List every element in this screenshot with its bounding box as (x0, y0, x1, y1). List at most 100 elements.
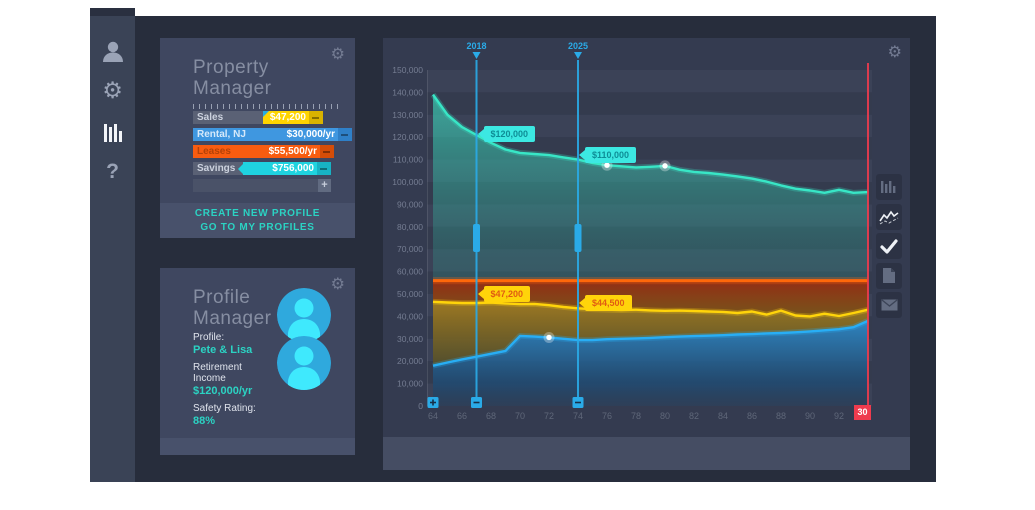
profile-manager-panel: ⚙ Profile Manager (160, 268, 355, 455)
chart-value-tooltip: $110,000 (578, 147, 637, 164)
y-axis-label: 50,000 (397, 289, 423, 299)
ruler-ticks (193, 104, 341, 109)
sidebar: ⚙ ? (90, 16, 135, 482)
x-axis-label: 80 (660, 411, 670, 421)
income-label-line2: Income (193, 373, 226, 384)
x-axis-label: 74 (573, 411, 583, 421)
chart-value-tooltip: $47,200 (477, 286, 531, 302)
property-manager-panel: ⚙ Property Manager Sales $47,200 Rental,… (160, 38, 355, 238)
y-axis-label: 30,000 (397, 334, 423, 344)
x-axis-label: 82 (689, 411, 699, 421)
chart-value-tooltip: $44,500 (579, 294, 632, 311)
property-row-value: $30,000/yr (286, 129, 335, 140)
property-row-savings[interactable]: Savings $756,000 (193, 162, 331, 175)
x-axis-label: 64 (428, 411, 438, 421)
window-tab (90, 8, 135, 17)
remove-row-button[interactable] (320, 145, 334, 158)
series-line (432, 93, 869, 194)
x-axis-label: 70 (515, 411, 525, 421)
grid-band (427, 70, 872, 93)
data-point-dot[interactable] (604, 162, 610, 168)
chart-value-tooltip: $120,000 (477, 125, 536, 142)
property-settings-gear-icon[interactable]: ⚙ (330, 44, 345, 63)
add-property-row[interactable]: + (193, 179, 331, 192)
y-axis-label: 100,000 (392, 177, 423, 187)
y-axis-label: 110,000 (393, 155, 423, 165)
x-axis-label: 86 (747, 411, 757, 421)
property-row-rental[interactable]: Rental, NJ $30,000/yr (193, 128, 352, 141)
property-row-label: Rental, NJ (197, 129, 246, 140)
y-axis-label: 150,000 (392, 65, 423, 75)
chart-settings-gear-icon[interactable]: ⚙ (887, 42, 902, 61)
y-axis-label: 40,000 (397, 311, 423, 321)
property-row-value: $47,200 (263, 111, 309, 124)
series-line (432, 319, 869, 367)
property-row-value: $55,500/yr (268, 146, 317, 157)
y-axis-label: 0 (418, 401, 423, 411)
check-icon[interactable] (876, 233, 902, 259)
property-manager-title: Property Manager (193, 57, 272, 99)
y-axis-label: 140,000 (392, 87, 423, 97)
go-to-my-profiles-button[interactable]: GO TO MY PROFILES (200, 222, 315, 233)
y-axis-label: 120,000 (392, 132, 423, 142)
user-icon-glyph (102, 41, 123, 62)
property-row-leases[interactable]: Leases $55,500/yr (193, 145, 334, 158)
x-axis-label: 92 (834, 411, 844, 421)
chart-tool-strip (876, 174, 902, 322)
x-axis-label: 76 (602, 411, 612, 421)
remove-row-button[interactable] (309, 111, 323, 124)
document-icon[interactable] (876, 262, 902, 289)
marker-drag-handle[interactable] (473, 224, 480, 252)
profile-settings-gear-icon[interactable]: ⚙ (330, 274, 345, 293)
chart-panel: 2018 2025 150,000 140,000 130,000 120,000 110,… (383, 38, 910, 470)
y-axis-label: 130,000 (392, 110, 423, 120)
marker-year-label: 2025 (568, 41, 588, 51)
chart-panel-footer (383, 437, 910, 470)
data-point-dot[interactable] (546, 334, 552, 341)
data-point-dot[interactable] (662, 163, 668, 169)
marker-drag-handle[interactable] (574, 224, 582, 252)
y-axis-label: 80,000 (397, 222, 423, 232)
create-new-profile-button[interactable]: CREATE NEW PROFILE (194, 208, 321, 219)
x-axis-label: 66 (457, 411, 467, 421)
area-leases (433, 280, 868, 317)
bar-chart-view-icon[interactable] (876, 174, 902, 200)
remove-row-button[interactable] (317, 162, 331, 175)
property-row-label: Savings (193, 162, 243, 175)
y-axis-label: 60,000 (397, 267, 423, 277)
add-row-button[interactable]: + (318, 179, 331, 192)
stats-bars-icon[interactable] (90, 122, 135, 144)
avatar (277, 336, 331, 390)
grid-band (427, 114, 872, 138)
profile-panel-footer (160, 438, 355, 455)
property-row-value: $756,000 (238, 162, 317, 175)
envelope-icon[interactable] (876, 292, 902, 318)
avatar (277, 288, 331, 342)
x-axis-label: 90 (805, 411, 815, 421)
x-axis-label: 68 (486, 411, 496, 421)
settings-gear-icon[interactable]: ⚙ (102, 78, 123, 104)
remove-row-button[interactable] (338, 128, 352, 141)
property-row-label: Sales (193, 111, 263, 124)
user-icon[interactable] (90, 38, 135, 64)
profile-label: Profile: (193, 332, 225, 343)
y-axis-label: 20,000 (397, 356, 423, 366)
income-label-line1: Retirement (193, 362, 242, 373)
income-value: $120,000/yr (193, 385, 253, 397)
horizon-years-badge[interactable]: 30 (854, 405, 871, 420)
profile-value: Pete & Lisa (193, 344, 253, 356)
stats-bars-glyph (103, 124, 122, 142)
property-panel-footer: CREATE NEW PROFILE GO TO MY PROFILES (160, 203, 355, 238)
line-chart-view-icon[interactable] (876, 203, 902, 230)
area-sales (433, 301, 868, 366)
x-axis-label: 88 (776, 411, 786, 421)
x-axis-label: 84 (718, 411, 728, 421)
grid-band (427, 92, 872, 115)
property-row-label: Leases (197, 146, 231, 157)
property-row-sales[interactable]: Sales $47,200 (193, 111, 323, 124)
x-axis-label: 72 (544, 411, 554, 421)
chart-svg[interactable]: 2018 2025 150,000 140,000 130,000 120,000 110,… (383, 38, 910, 470)
profile-manager-title: Profile Manager (193, 287, 272, 329)
help-icon[interactable]: ? (106, 160, 119, 183)
y-axis-label: 90,000 (397, 199, 423, 209)
